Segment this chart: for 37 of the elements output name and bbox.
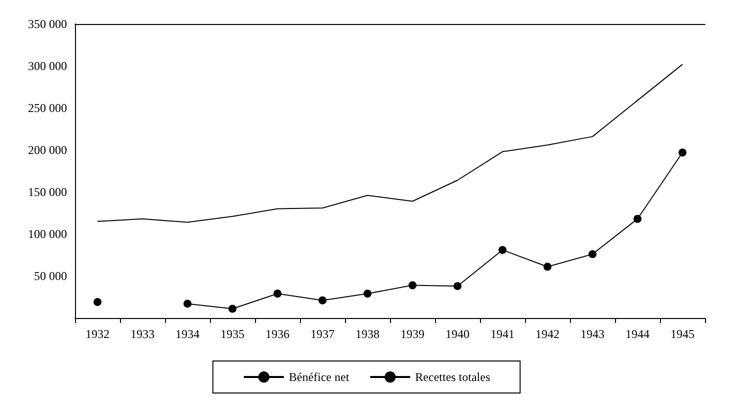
x-tick-label: 1936 (266, 327, 290, 341)
x-tick-label: 1932 (86, 327, 110, 341)
point (544, 262, 552, 271)
x-tick-label: 1935 (220, 327, 244, 341)
point (94, 298, 102, 306)
x-tick-label: 1945 (670, 327, 694, 341)
legend-label: Bénéfice net (288, 370, 350, 384)
x-tick-label: 1944 (626, 327, 650, 341)
x-tick-label: 1933 (130, 327, 154, 341)
x-tick-label: 1941 (490, 327, 514, 341)
y-tick-label: 250 000 (28, 101, 67, 115)
point (498, 246, 506, 254)
x-tick-label: 1943 (580, 327, 604, 341)
point (634, 214, 642, 223)
y-tick-label: 150 000 (28, 185, 67, 199)
point (408, 281, 416, 290)
x-tick-label: 1939 (400, 327, 424, 341)
point (274, 290, 282, 298)
point (364, 290, 372, 298)
point (318, 296, 326, 304)
x-tick-label: 1934 (176, 327, 200, 341)
x-tick-label: 1937 (310, 327, 334, 341)
y-tick-label: 50 000 (34, 269, 67, 283)
y-tick-label: 350 000 (28, 17, 67, 31)
x-tick-label: 1938 (356, 327, 380, 341)
y-tick-label: 200 000 (28, 143, 67, 157)
x-tick-label: 1940 (446, 327, 470, 341)
point (228, 304, 236, 313)
point (184, 300, 192, 308)
y-tick-label: 100 000 (28, 227, 67, 241)
point (588, 250, 596, 258)
y-tick-label: 300 000 (28, 59, 67, 73)
point (454, 282, 462, 290)
point (678, 148, 686, 157)
line-series (97, 64, 683, 223)
x-tick-label: 1942 (536, 327, 560, 341)
legend-label: Recettes totales (415, 370, 490, 384)
